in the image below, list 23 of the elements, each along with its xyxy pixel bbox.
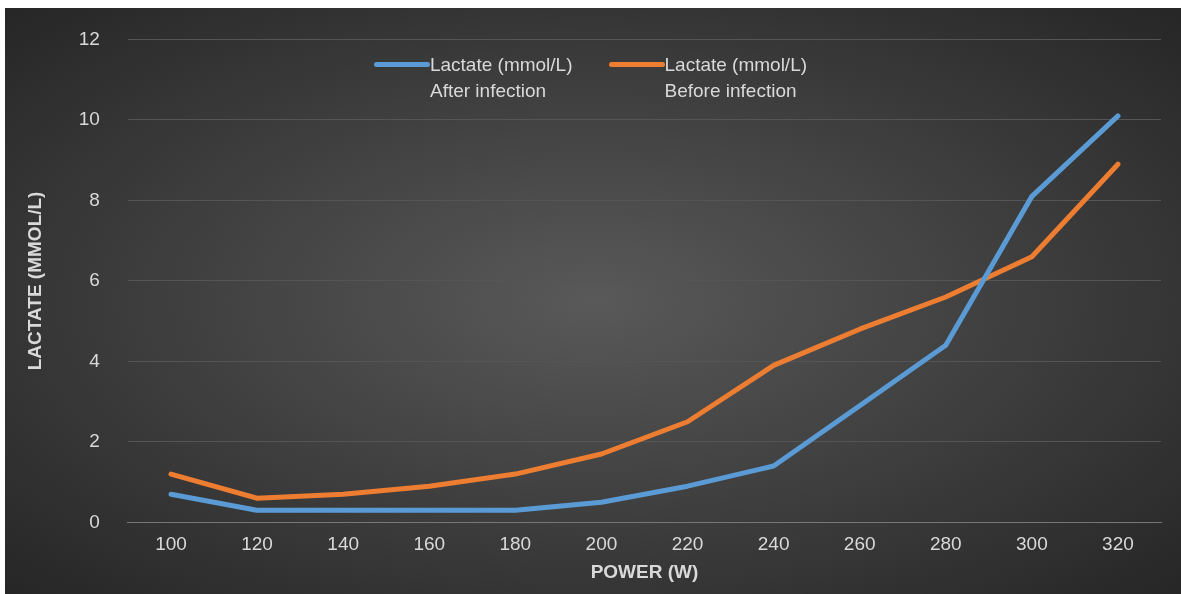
x-axis-title: POWER (W) (590, 560, 699, 582)
x-tick-label: 260 (843, 533, 876, 555)
y-tick-label: 6 (89, 269, 100, 291)
legend-label: Lactate (mmol/L) Before infection (664, 53, 808, 103)
x-tick-label: 180 (499, 533, 532, 555)
x-tick-label: 280 (929, 533, 962, 555)
x-tick-label: 100 (155, 533, 187, 555)
x-tick-label: 220 (671, 533, 704, 555)
y-tick-label: 12 (78, 27, 100, 49)
x-tick-label: 160 (413, 533, 446, 555)
y-tick-label: 2 (89, 430, 100, 452)
x-tick-label: 140 (327, 533, 360, 555)
x-tick-label: 200 (585, 533, 618, 555)
y-tick-label: 0 (89, 510, 100, 532)
x-tick-label: 120 (241, 533, 273, 555)
x-tick-label: 300 (1016, 533, 1048, 555)
x-tick-label: 320 (1102, 533, 1134, 555)
y-tick-label: 10 (78, 108, 100, 130)
x-tick-label: 240 (757, 533, 790, 555)
y-tick-label: 8 (89, 188, 100, 210)
legend-label: Lactate (mmol/L) After infection (429, 53, 573, 103)
y-axis-title: LACTATE (MMOL/L) (23, 191, 45, 371)
y-tick-label: 4 (89, 349, 101, 371)
